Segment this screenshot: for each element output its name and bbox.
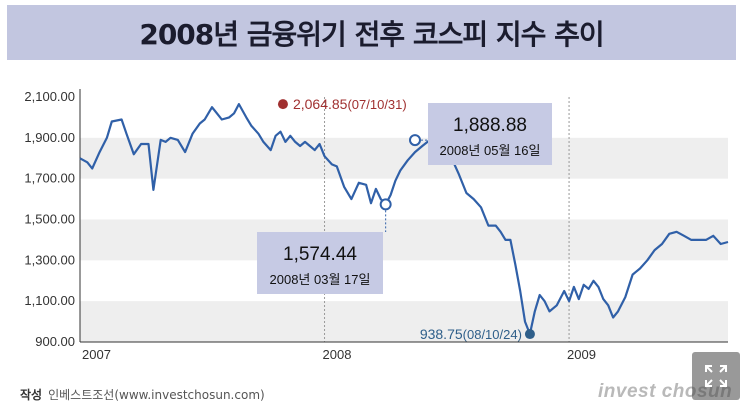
chart-title: 2008년 금융위기 전후 코스피 지수 추이 bbox=[139, 17, 604, 51]
bottom-label: 938.75(08/10/24) bbox=[420, 326, 522, 342]
y-tick-label: 2,100.00 bbox=[24, 89, 75, 104]
x-tick-label: 2009 bbox=[567, 347, 596, 362]
expand-arrows-icon bbox=[705, 365, 727, 387]
march-low-date: 2008년 03월 17일 bbox=[270, 272, 371, 287]
peak-value: 2,064.85 bbox=[293, 96, 348, 112]
y-tick-label: 900.00 bbox=[35, 334, 75, 349]
source-credit: 작성 인베스트조선(www.investchosun.com) bbox=[20, 386, 265, 403]
peak-date: (07/10/31) bbox=[347, 97, 406, 112]
grid-band bbox=[80, 301, 728, 342]
title-bar: 2008년 금융위기 전후 코스피 지수 추이 bbox=[7, 5, 736, 60]
bottom-value: 938.75 bbox=[420, 326, 463, 342]
march-low-callout bbox=[257, 232, 383, 294]
bottom-date: (08/10/24) bbox=[463, 327, 522, 342]
may-high-marker bbox=[409, 134, 422, 147]
march-low-value: 1,574.44 bbox=[283, 244, 357, 265]
y-tick-label: 1,500.00 bbox=[24, 212, 75, 227]
credit-label: 작성 bbox=[20, 388, 43, 402]
may-high-date: 2008년 05월 16일 bbox=[440, 143, 541, 158]
may-high-value: 1,888.88 bbox=[453, 115, 527, 136]
x-tick-label: 2007 bbox=[82, 347, 111, 362]
peak-marker bbox=[277, 99, 288, 110]
y-tick-label: 1,300.00 bbox=[24, 252, 75, 267]
credit-text: 인베스트조선(www.investchosun.com) bbox=[48, 388, 265, 402]
y-tick-label: 1,100.00 bbox=[24, 293, 75, 308]
bottom-marker bbox=[524, 329, 535, 340]
peak-label: 2,064.85(07/10/31) bbox=[293, 96, 407, 112]
x-tick-label: 2008 bbox=[323, 347, 352, 362]
y-tick-label: 1,900.00 bbox=[24, 130, 75, 145]
kospi-line-chart: 2,100.00 1,900.00 1,700.00 1,500.00 1,300.00… bbox=[24, 89, 729, 362]
may-high-callout bbox=[428, 103, 552, 165]
grid-band bbox=[80, 137, 728, 179]
expand-button[interactable] bbox=[692, 352, 740, 400]
march-low-marker bbox=[379, 198, 392, 211]
kospi-series-line bbox=[79, 102, 729, 336]
y-tick-label: 1,700.00 bbox=[24, 171, 75, 186]
grid-band bbox=[80, 219, 728, 261]
